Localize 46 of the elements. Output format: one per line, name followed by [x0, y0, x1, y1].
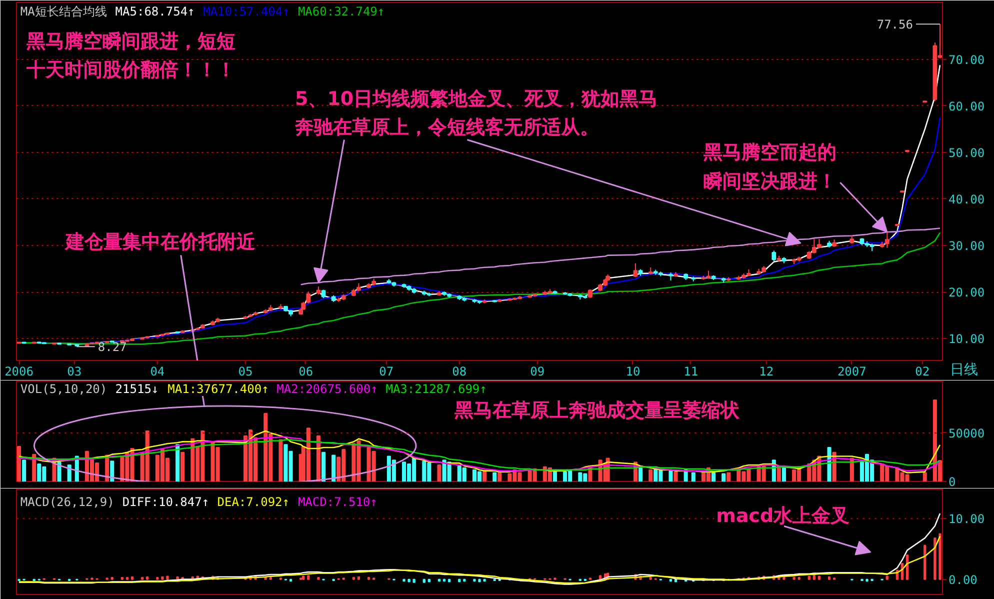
annotation: MACD:7.510↑	[298, 495, 378, 510]
x-tick-label: 04	[150, 364, 165, 378]
x-tick-label: 08	[452, 364, 467, 378]
y-tick-label: 40.00	[948, 192, 985, 206]
x-tick-label: 06	[298, 364, 314, 378]
x-axis-title: 日线	[950, 361, 978, 379]
x-tick-label: 02	[915, 364, 930, 378]
text: MA60:32.749↑	[298, 4, 385, 18]
text: MA2:20675.600↑	[276, 382, 378, 396]
x-tick-label: 07	[379, 364, 394, 378]
text: MA1:37677.400↑	[168, 382, 269, 396]
annotation: 77.56	[876, 18, 913, 32]
x-tick-label: 10	[626, 364, 640, 378]
annotation: macd水上金叉	[716, 504, 850, 527]
x-tick-label: 11	[684, 364, 698, 378]
y-tick-label: 0	[948, 475, 956, 489]
text: DEA:7.092↑	[217, 495, 290, 510]
x-tick-label: 09	[530, 364, 545, 378]
annotation: 建仓量集中在价托附近	[64, 231, 257, 254]
y-tick-label: 0.00	[948, 572, 978, 587]
y-tick-label: 50.00	[948, 146, 985, 160]
annotation: 黑马在草原上奔驰成交量呈萎缩状	[453, 399, 740, 422]
text: MACD(26,12,9)	[20, 495, 114, 510]
annotation: 5、10日均线频繁地金叉、死叉，犹如黑马奔驰在草原上，令短线客无所适从。	[294, 88, 658, 139]
chart-title: VOL(5,10,20)	[20, 382, 108, 396]
chart-subtitle: 21515↓	[115, 382, 159, 396]
y-tick-label: 20.00	[948, 286, 985, 300]
text: MA3:21287.699↑	[386, 382, 487, 396]
y-tick-label: 10.00	[948, 332, 985, 346]
x-tick-label: 2007	[837, 364, 866, 378]
annotation: 黑马腾空瞬间跟进，短短十天时间股价翻倍！！！	[25, 30, 236, 81]
y-tick-label: 50000	[948, 426, 985, 440]
x-tick-label: 03	[67, 364, 82, 378]
y-tick-label: 10.00	[948, 512, 985, 526]
text: MA10:57.404↑	[203, 4, 290, 18]
x-tick-label: 2006	[4, 364, 34, 378]
y-tick-label: 30.00	[948, 239, 985, 254]
text: DIFF:10.847↑	[122, 495, 210, 510]
annotation: 8.27	[98, 340, 127, 354]
x-tick-label: 12	[759, 364, 774, 378]
y-tick-label: 70.00	[948, 52, 985, 67]
y-tick-label: 60.00	[948, 99, 985, 114]
annotation: 黑马腾空而起的瞬间坚决跟进！	[702, 142, 836, 192]
chart-title: MA短长结合均线	[20, 4, 107, 18]
text: MA5:68.754↑	[115, 4, 195, 18]
x-tick-label: 05	[238, 364, 253, 378]
